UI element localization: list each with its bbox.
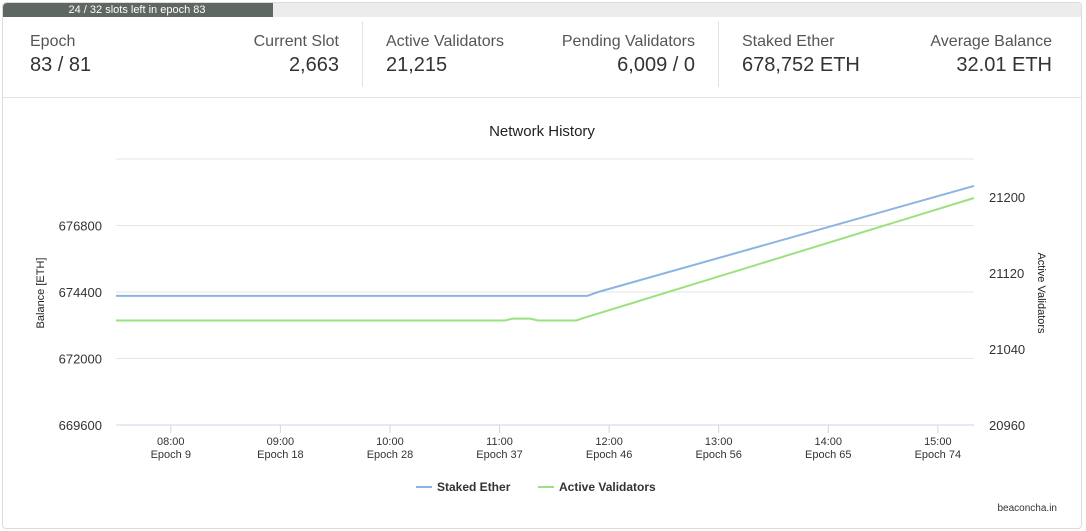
epoch-progress-bar: 24 / 32 slots left in epoch 83 (3, 3, 1081, 17)
series-line-1 (116, 184, 975, 297)
series-line-2 (116, 197, 975, 322)
legend-item[interactable]: Staked Ether (437, 480, 511, 494)
x-tick-time: 14:00 (814, 436, 842, 448)
stat-active-validators-label: Active Validators (386, 33, 504, 50)
right-tick-label: 21120 (989, 266, 1024, 281)
x-tick-epoch: Epoch 18 (257, 449, 303, 461)
x-tick-epoch: Epoch 74 (915, 449, 961, 461)
chart-grid (116, 158, 974, 426)
x-tick-epoch: Epoch 28 (367, 449, 413, 461)
stat-average-balance-value: 32.01 ETH (956, 54, 1052, 76)
chart-series (116, 184, 975, 322)
x-tick-time: 08:00 (157, 436, 185, 448)
left-tick-label: 674400 (59, 285, 102, 300)
stat-epoch-value: 83 / 81 (30, 54, 92, 76)
stat-divider (718, 21, 719, 87)
stat-pending-validators: Pending Validators 6,009 / 0 (562, 33, 695, 77)
stat-staked-ether: Staked Ether 678,752 ETH (742, 33, 860, 77)
stat-active-validators-value: 21,215 (386, 54, 448, 76)
stat-current-slot: Current Slot 2,663 (254, 33, 339, 77)
x-tick-time: 09:00 (267, 436, 295, 448)
right-tick-label: 20960 (989, 418, 1025, 433)
x-tick-time: 10:00 (376, 436, 404, 448)
x-tick-time: 11:00 (486, 436, 513, 448)
left-axis: 669600 672000 674400 676800 (59, 219, 102, 434)
legend-item[interactable]: Active Validators (559, 480, 656, 494)
chart-legend: Staked Ether Active Validators (416, 480, 656, 494)
stat-epoch-label: Epoch (30, 33, 76, 50)
stat-average-balance-label: Average Balance (930, 33, 1052, 50)
left-tick-label: 676800 (59, 219, 102, 234)
source-credit: beaconcha.in (997, 503, 1058, 514)
stat-staked-ether-value: 678,752 ETH (742, 54, 860, 76)
stat-pending-validators-label: Pending Validators (561, 33, 695, 50)
epoch-progress-fill (3, 3, 273, 17)
stat-current-slot-value: 2,663 (288, 54, 339, 76)
x-tick-time: 13:00 (705, 436, 733, 448)
stat-active-validators: Active Validators 21,215 (386, 33, 504, 77)
x-tick-epoch: Epoch 56 (695, 449, 741, 461)
left-tick-label: 669600 (59, 418, 102, 433)
stat-average-balance: Average Balance 32.01 ETH (930, 33, 1052, 77)
stat-epoch: Epoch 83 / 81 (30, 33, 91, 77)
x-tick-epoch: Epoch 46 (586, 449, 632, 461)
stat-staked-ether-label: Staked Ether (742, 33, 835, 50)
x-tick-time: 15:00 (924, 436, 952, 448)
y2-axis-label: Active Validators (1035, 252, 1047, 334)
x-tick-time: 12:00 (595, 436, 623, 448)
right-tick-label: 21200 (989, 190, 1025, 205)
x-tick-epoch: Epoch 65 (805, 449, 851, 461)
right-tick-label: 21040 (989, 342, 1025, 357)
right-axis: 20960 21040 21120 21200 (989, 190, 1025, 433)
chart-title: Network History (489, 123, 595, 140)
stat-pending-validators-value: 6,009 / 0 (617, 54, 695, 76)
x-tick-epoch: Epoch 9 (151, 449, 191, 461)
stat-current-slot-label: Current Slot (253, 33, 339, 50)
left-tick-label: 672000 (59, 352, 102, 367)
network-history-chart: Network History 669600 672000 674400 676800… (35, 123, 1047, 494)
stats-bar: Epoch 83 / 81 Current Slot 2,663 Active … (3, 17, 1081, 98)
x-tick-epoch: Epoch 37 (476, 449, 522, 461)
epoch-progress-text: 24 / 32 slots left in epoch 83 (68, 4, 206, 16)
stat-divider (362, 21, 363, 87)
y-axis-label: Balance [ETH] (35, 258, 47, 329)
